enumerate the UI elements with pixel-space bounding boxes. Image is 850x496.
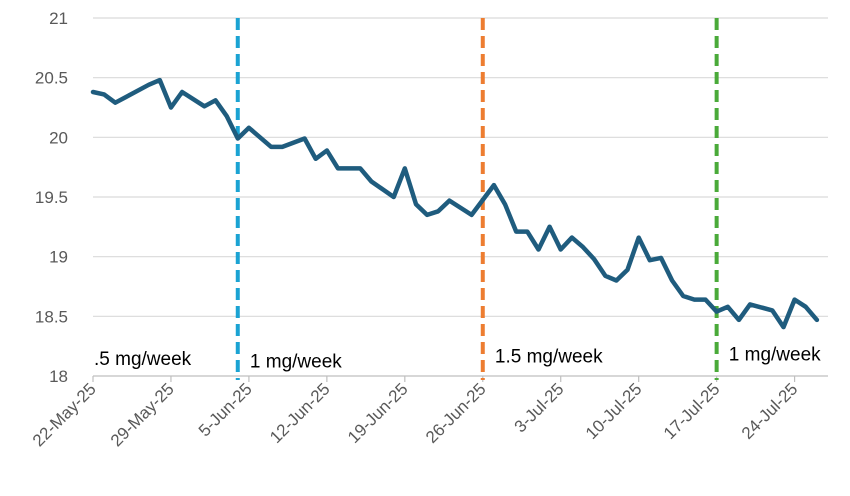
x-tick-label: 10-Jul-25 bbox=[582, 379, 646, 443]
dose-annotation: 1 mg/week bbox=[250, 351, 342, 372]
y-axis-tick-labels: 18 18.5 19 19.5 20 20.5 21 bbox=[35, 9, 68, 386]
y-tick-label: 21 bbox=[49, 9, 68, 28]
x-tick-label: 5-Jun-25 bbox=[195, 379, 256, 440]
x-tick-label: 24-Jul-25 bbox=[738, 379, 802, 443]
series bbox=[90, 77, 820, 330]
x-axis-tick-labels: 22-May-25 29-May-25 5-Jun-25 12-Jun-25 19-Ju… bbox=[29, 379, 801, 450]
x-tick-label: 26-Jun-25 bbox=[422, 379, 490, 447]
dose-annotation: 1.5 mg/week bbox=[495, 347, 603, 368]
y-tick-label: 20.5 bbox=[35, 69, 68, 88]
y-tick-label: 18.5 bbox=[35, 307, 68, 326]
y-tick-label: 19.5 bbox=[35, 188, 68, 207]
dose-annotation: .5 mg/week bbox=[94, 349, 192, 370]
annotations: .5 mg/week 1 mg/week 1.5 mg/week 1 mg/week bbox=[94, 344, 821, 372]
y-tick-label: 18 bbox=[49, 367, 68, 386]
x-tick-label: 17-Jul-25 bbox=[660, 379, 724, 443]
y-tick-label: 19 bbox=[49, 248, 68, 267]
y-tick-label: 20 bbox=[49, 128, 68, 147]
x-tick-label: 29-May-25 bbox=[107, 379, 178, 450]
grid-lines bbox=[93, 17, 828, 317]
x-tick-label: 12-Jun-25 bbox=[266, 379, 334, 447]
x-tick-label: 3-Jul-25 bbox=[511, 379, 568, 436]
dose-change-lines bbox=[235, 18, 719, 380]
x-tick-label: 22-May-25 bbox=[29, 379, 100, 450]
dose-annotation: 1 mg/week bbox=[729, 344, 821, 365]
x-tick-label: 19-Jun-25 bbox=[344, 379, 412, 447]
series-line bbox=[90, 77, 820, 330]
